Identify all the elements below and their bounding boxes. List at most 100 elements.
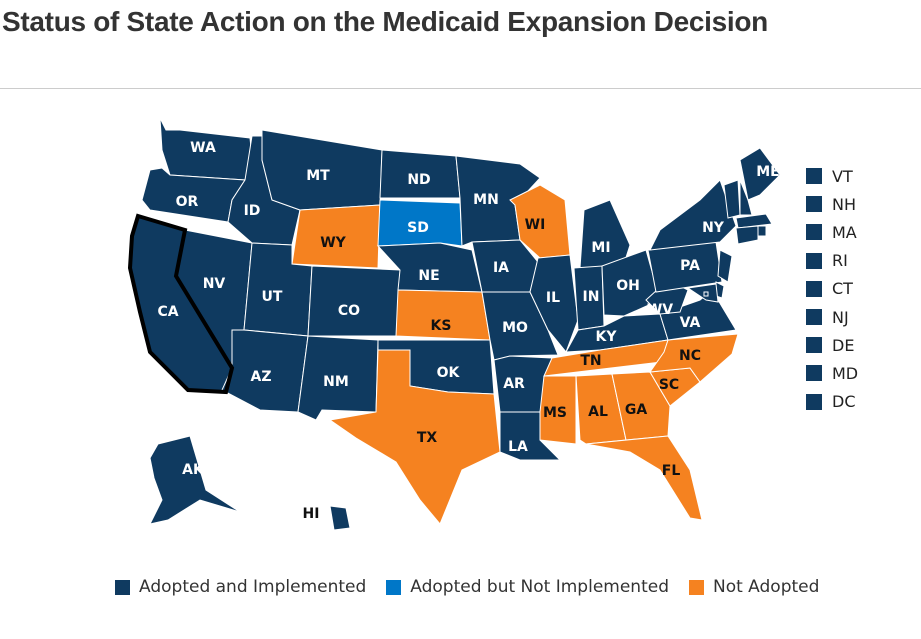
- small-state-nj[interactable]: NJ: [806, 303, 858, 331]
- small-state-de[interactable]: DE: [806, 331, 858, 359]
- legend-label: Not Adopted: [713, 577, 820, 597]
- legend: Adopted and Implemented Adopted but Not I…: [115, 577, 839, 597]
- state-label-wi: WI: [525, 217, 546, 233]
- state-me[interactable]: [739, 147, 781, 201]
- status-swatch: [806, 280, 822, 297]
- small-state-ri[interactable]: RI: [806, 247, 858, 275]
- state-dc[interactable]: [703, 291, 709, 297]
- state-label-al: AL: [588, 404, 608, 420]
- state-ri[interactable]: [757, 225, 767, 237]
- legend-swatch: [689, 579, 704, 595]
- page-title: Status of State Action on the Medicaid E…: [2, 6, 768, 37]
- state-co[interactable]: [307, 265, 401, 337]
- state-ak[interactable]: [149, 435, 241, 525]
- small-state-ma[interactable]: MA: [806, 218, 858, 246]
- small-state-label: RI: [832, 251, 848, 271]
- state-label-tn: TN: [580, 353, 601, 369]
- state-va[interactable]: [659, 289, 737, 341]
- small-state-label: CT: [832, 279, 853, 299]
- legend-label: Adopted but Not Implemented: [410, 577, 669, 597]
- small-state-label: MD: [832, 363, 859, 383]
- state-label-nc: NC: [679, 348, 701, 364]
- status-swatch: [806, 337, 822, 354]
- state-label-nd: ND: [407, 172, 430, 188]
- status-swatch: [806, 196, 822, 213]
- legend-swatch: [386, 579, 402, 595]
- status-swatch: [806, 224, 822, 241]
- legend-item-not-adopted: Not Adopted: [689, 577, 819, 597]
- state-label-wa: WA: [190, 140, 216, 156]
- state-label-ak: AK: [182, 462, 205, 478]
- state-label-or: OR: [176, 194, 199, 210]
- state-nj[interactable]: [717, 249, 733, 283]
- state-tx[interactable]: [328, 349, 501, 525]
- state-label-ca: CA: [157, 304, 178, 320]
- state-label-ky: KY: [596, 329, 618, 345]
- status-swatch: [806, 168, 822, 185]
- small-state-vt[interactable]: VT: [806, 162, 858, 190]
- legend-label: Adopted and Implemented: [139, 577, 367, 597]
- small-state-label: DE: [832, 335, 855, 355]
- state-label-az: AZ: [251, 369, 272, 385]
- state-label-va: VA: [680, 315, 701, 331]
- state-ga[interactable]: [611, 371, 671, 441]
- state-ny[interactable]: [649, 179, 737, 251]
- status-swatch: [806, 393, 822, 410]
- state-label-id: ID: [244, 203, 261, 219]
- small-state-dc[interactable]: DC: [806, 388, 858, 416]
- state-label-la: LA: [508, 439, 528, 455]
- state-oh[interactable]: [601, 249, 661, 317]
- state-label-nm: NM: [323, 374, 349, 390]
- state-fl[interactable]: [585, 435, 703, 521]
- divider: [0, 88, 921, 89]
- small-state-ct[interactable]: CT: [806, 275, 858, 303]
- state-md[interactable]: [686, 283, 719, 303]
- state-label-sc: SC: [659, 377, 679, 393]
- selected-state-outline: [127, 213, 235, 395]
- state-label-mn: MN: [473, 192, 499, 208]
- small-state-label: MA: [832, 222, 857, 242]
- state-label-ks: KS: [431, 318, 452, 334]
- legend-item-adopted-not-implemented: Adopted but Not Implemented: [386, 577, 669, 597]
- state-ct[interactable]: [735, 225, 759, 245]
- state-label-hi: HI: [303, 506, 320, 522]
- state-label-wy: WY: [320, 235, 346, 251]
- state-label-fl: FL: [662, 463, 681, 479]
- small-state-label: NH: [832, 194, 856, 214]
- state-label-ia: IA: [493, 260, 509, 276]
- state-nc[interactable]: [648, 333, 739, 383]
- small-state-nh[interactable]: NH: [806, 190, 858, 218]
- state-label-me: ME: [756, 164, 780, 180]
- small-state-label: NJ: [832, 307, 849, 327]
- us-map: WA OR CA NV ID MT WY UT AZ CO NM ND SD NE KS OK TX MN IA MO…: [127, 117, 781, 531]
- state-label-ut: UT: [262, 289, 283, 305]
- state-label-mt: MT: [306, 168, 330, 184]
- state-label-sd: SD: [407, 220, 429, 236]
- state-label-oh: OH: [616, 278, 640, 294]
- state-label-co: CO: [338, 303, 360, 319]
- state-label-ny: NY: [702, 220, 725, 236]
- status-swatch: [806, 252, 822, 269]
- legend-swatch: [115, 579, 130, 595]
- small-state-md[interactable]: MD: [806, 359, 858, 387]
- status-swatch: [806, 309, 822, 326]
- state-label-pa: PA: [680, 258, 700, 274]
- state-sd[interactable]: [377, 199, 463, 247]
- state-label-ok: OK: [437, 365, 461, 381]
- state-label-wv: WV: [647, 302, 673, 318]
- state-label-mi: MI: [591, 240, 610, 256]
- state-nh[interactable]: [739, 179, 753, 216]
- state-label-mo: MO: [502, 320, 528, 336]
- state-wy[interactable]: [291, 204, 381, 269]
- state-ms[interactable]: [539, 375, 577, 445]
- small-states-legend: VT NH MA RI CT NJ DE MD DC: [806, 162, 858, 416]
- status-swatch: [806, 365, 822, 382]
- small-state-label: VT: [832, 166, 853, 186]
- small-state-label: DC: [832, 392, 856, 412]
- state-hi[interactable]: [329, 505, 351, 531]
- state-label-ar: AR: [503, 376, 525, 392]
- state-label-ga: GA: [625, 402, 647, 418]
- state-ma[interactable]: [735, 213, 773, 229]
- state-label-nv: NV: [203, 276, 226, 292]
- state-label-tx: TX: [417, 430, 438, 446]
